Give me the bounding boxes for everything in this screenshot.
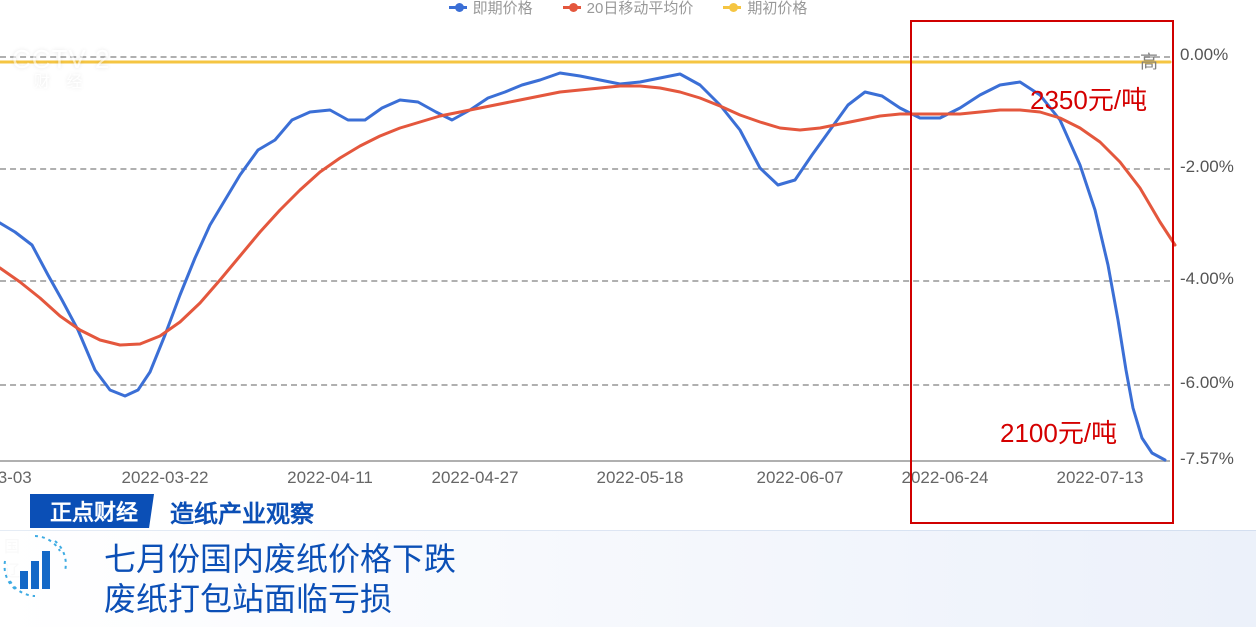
x-axis-label: 2022-04-27 [432, 468, 519, 488]
grid-line [0, 56, 1170, 58]
x-axis-label: 2022-06-24 [902, 468, 989, 488]
grid-line [0, 280, 1170, 282]
y-axis-label: -2.00% [1180, 157, 1256, 177]
x-axis-label: 2022-04-11 [287, 468, 373, 488]
segment-name-tag: 造纸产业观察 [154, 494, 330, 528]
y-axis-label: -6.00% [1180, 373, 1256, 393]
headline-icon [0, 531, 100, 627]
x-axis-label: 03-03 [0, 468, 32, 488]
headline-band: 七月份国内废纸价格下跌 废纸打包站面临亏损 [0, 530, 1256, 627]
price-annotation: 2100元/吨 [1000, 413, 1117, 450]
series-spot_price [0, 73, 1165, 460]
series-ma20 [0, 86, 1175, 345]
x-axis-label: 2022-06-07 [757, 468, 844, 488]
logo-line2: 财 经 [12, 74, 110, 92]
chart-legend: 即期价格20日移动平均价期初价格 [0, 0, 1256, 14]
logo-line1: CCTV 2 [12, 44, 110, 74]
y-axis-label: -7.57% [1180, 449, 1256, 469]
legend-item: 即期价格 [449, 0, 533, 18]
legend-item: 期初价格 [723, 0, 807, 18]
grid-line [0, 168, 1170, 170]
program-tag-bar: 正点财经 造纸产业观察 [30, 494, 330, 528]
program-name-tag: 正点财经 [30, 494, 154, 528]
headline-text: 七月份国内废纸价格下跌 废纸打包站面临亏损 [100, 539, 456, 619]
grid-line [0, 384, 1170, 386]
broadcaster-logo: CCTV 2 财 经 [12, 45, 110, 91]
y-axis-label: -4.00% [1180, 269, 1256, 289]
marker-high-label: 高 [1140, 48, 1220, 74]
legend-item: 20日移动平均价 [563, 0, 694, 18]
grid-line [0, 460, 1170, 462]
x-axis-label: 2022-05-18 [597, 468, 684, 488]
x-axis-label: 2022-07-13 [1057, 468, 1144, 488]
x-axis-label: 2022-03-22 [122, 468, 209, 488]
price-annotation: 2350元/吨 [1030, 80, 1147, 117]
